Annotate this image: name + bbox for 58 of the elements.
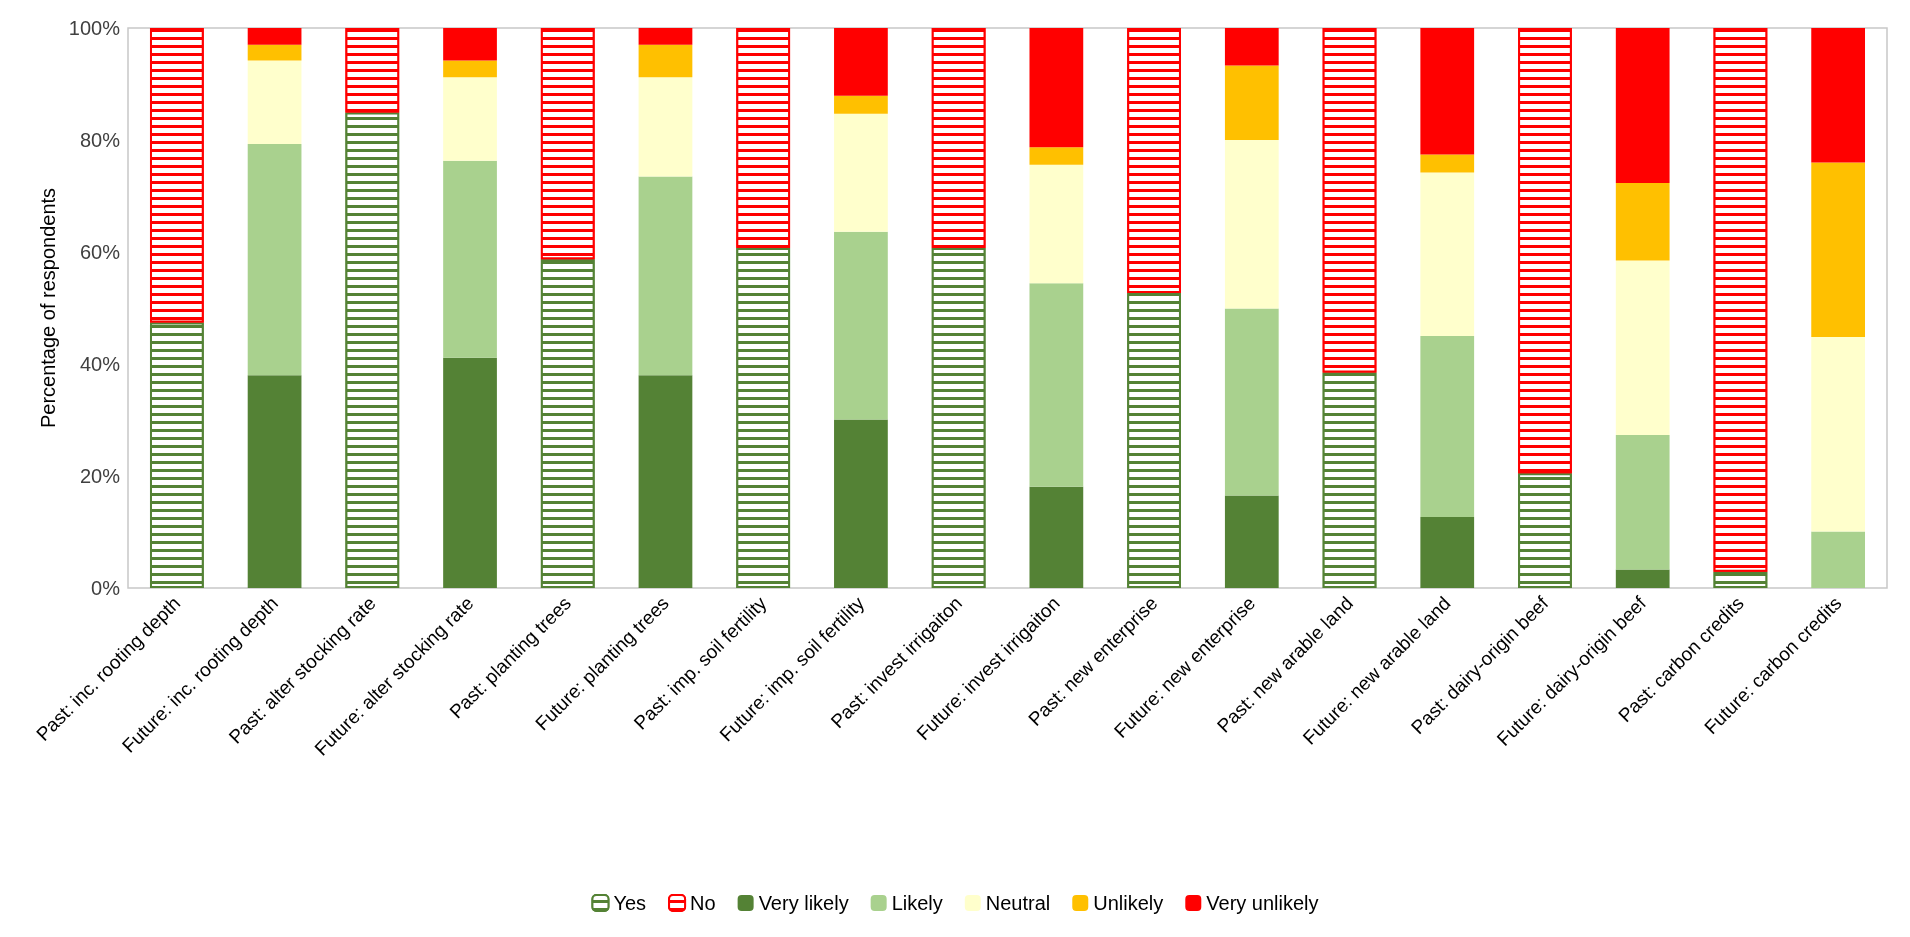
- bar: [1029, 147, 1084, 165]
- bar: [1811, 28, 1866, 163]
- bar: [1029, 28, 1084, 148]
- bar: [1224, 28, 1279, 66]
- bar: [1224, 308, 1279, 496]
- y-tick-label: 80%: [79, 129, 121, 151]
- bar: [247, 143, 302, 376]
- bar: [834, 95, 888, 114]
- bar: [834, 231, 888, 420]
- legend-label: Very unlikely: [1206, 892, 1319, 914]
- legend-label: Likely: [891, 892, 943, 914]
- bar: [1811, 531, 1866, 588]
- bar: [834, 113, 888, 232]
- legend-label: Very likely: [758, 892, 849, 914]
- bar: [1420, 154, 1475, 173]
- y-tick-label: 40%: [79, 353, 121, 375]
- bar: [443, 28, 497, 61]
- y-axis-title: Percentage of respondents: [36, 187, 59, 429]
- bar: [1224, 65, 1279, 140]
- bar: [443, 77, 497, 161]
- y-tick-label: 20%: [79, 465, 121, 487]
- bar: [247, 60, 302, 144]
- bar: [1420, 516, 1475, 588]
- y-tick-label: 100%: [68, 17, 121, 39]
- bar: [1420, 172, 1475, 336]
- bar: [1420, 336, 1475, 517]
- bar: [247, 375, 302, 588]
- bar: [1029, 283, 1084, 487]
- bar: [638, 44, 693, 78]
- bar: [638, 77, 693, 177]
- bar: [1615, 260, 1670, 436]
- legend-label: Unlikely: [1093, 892, 1164, 914]
- bar: [1615, 435, 1670, 570]
- bar: [247, 44, 302, 61]
- bar: [1029, 486, 1084, 588]
- bar: [443, 60, 497, 78]
- legend-label: Yes: [613, 892, 647, 914]
- bar: [1615, 569, 1670, 588]
- bar: [638, 375, 693, 588]
- bar: [247, 28, 302, 45]
- bar: [834, 419, 888, 588]
- bar: [1615, 183, 1670, 261]
- bar: [443, 357, 497, 588]
- bar: [1811, 337, 1866, 532]
- y-tick-label: 0%: [91, 577, 121, 599]
- y-tick-label: 60%: [79, 241, 121, 263]
- bar: [443, 160, 497, 358]
- bar: [638, 176, 693, 376]
- bar: [638, 28, 693, 45]
- legend-label: Neutral: [985, 892, 1051, 914]
- legend-label: No: [690, 892, 716, 914]
- bar: [1029, 164, 1084, 284]
- bar: [1615, 28, 1670, 184]
- bar: [1224, 495, 1279, 588]
- bar: [1420, 28, 1475, 155]
- bar: [1811, 162, 1866, 338]
- bar: [834, 28, 888, 96]
- bar: [1224, 140, 1279, 309]
